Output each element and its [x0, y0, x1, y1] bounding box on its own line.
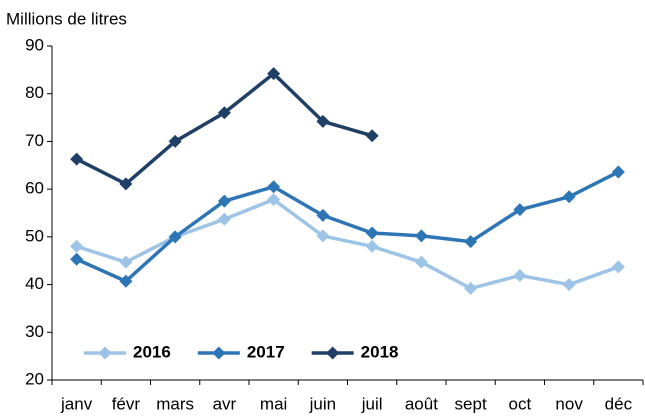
y-tick-label: 50: [25, 226, 44, 245]
marker: [365, 129, 379, 143]
y-tick-label: 90: [25, 35, 44, 54]
marker: [119, 274, 133, 288]
marker: [70, 252, 84, 266]
marker: [70, 239, 84, 253]
x-tick-label: juil: [361, 394, 383, 413]
marker: [414, 255, 428, 269]
marker: [316, 229, 330, 243]
marker: [562, 278, 576, 292]
legend-label: 2018: [361, 342, 399, 361]
legend-label: 2016: [133, 342, 171, 361]
marker: [562, 190, 576, 204]
legend-label: 2017: [247, 342, 285, 361]
marker: [168, 230, 182, 244]
marker: [119, 255, 133, 269]
x-tick-label: août: [405, 394, 438, 413]
marker: [267, 67, 281, 81]
y-tick-label: 20: [25, 369, 44, 388]
x-tick-label: déc: [605, 394, 633, 413]
y-tick-label: 60: [25, 179, 44, 198]
y-axis-label: Millions de litres: [6, 9, 127, 28]
marker: [119, 177, 133, 191]
marker: [365, 226, 379, 240]
marker: [513, 203, 527, 217]
marker: [267, 180, 281, 194]
marker: [316, 114, 330, 128]
x-tick-label: juin: [309, 394, 336, 413]
legend-marker: [326, 346, 340, 360]
marker: [611, 260, 625, 274]
x-tick-label: oct: [509, 394, 532, 413]
x-tick-label: nov: [555, 394, 583, 413]
marker: [464, 281, 478, 295]
legend-marker: [212, 346, 226, 360]
marker: [217, 212, 231, 226]
y-tick-label: 80: [25, 83, 44, 102]
series-line: [75, 170, 620, 283]
series-line: [76, 197, 619, 291]
x-tick-label: avr: [213, 394, 237, 413]
x-tick-label: mai: [260, 394, 287, 413]
x-tick-label: janv: [60, 394, 93, 413]
marker: [217, 194, 231, 208]
marker: [365, 239, 379, 253]
x-tick-label: sept: [455, 394, 487, 413]
marker: [316, 208, 330, 222]
marker: [70, 152, 84, 166]
series-line: [75, 71, 373, 186]
legend-marker: [98, 346, 112, 360]
x-tick-label: févr: [112, 394, 141, 413]
y-tick-label: 30: [25, 322, 44, 341]
y-tick-label: 70: [25, 131, 44, 150]
marker: [414, 229, 428, 243]
marker: [217, 106, 231, 120]
marker: [168, 134, 182, 148]
y-tick-label: 40: [25, 274, 44, 293]
marker: [464, 235, 478, 249]
marker: [513, 269, 527, 283]
x-tick-label: mars: [156, 394, 194, 413]
marker: [611, 165, 625, 179]
marker: [267, 193, 281, 207]
